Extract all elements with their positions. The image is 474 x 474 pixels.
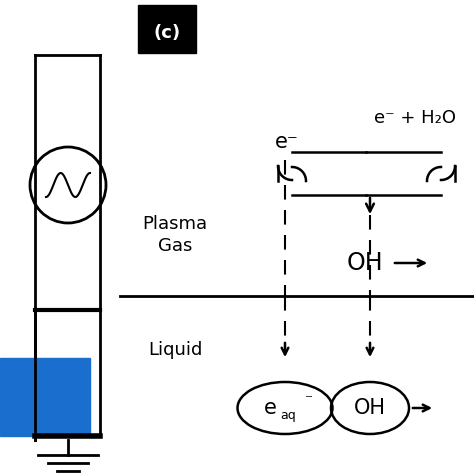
Text: OH: OH — [354, 398, 386, 418]
Text: Liquid: Liquid — [148, 341, 202, 359]
Text: OH: OH — [346, 251, 383, 275]
Text: e⁻ + H₂O: e⁻ + H₂O — [374, 109, 456, 127]
Text: e⁻: e⁻ — [275, 132, 299, 152]
FancyBboxPatch shape — [138, 5, 196, 53]
FancyBboxPatch shape — [0, 358, 90, 436]
Text: e: e — [264, 398, 277, 418]
Text: (c): (c) — [154, 24, 181, 42]
Text: Plasma
Gas: Plasma Gas — [143, 215, 208, 255]
Text: ⁻: ⁻ — [305, 392, 313, 408]
Text: aq: aq — [280, 410, 296, 422]
